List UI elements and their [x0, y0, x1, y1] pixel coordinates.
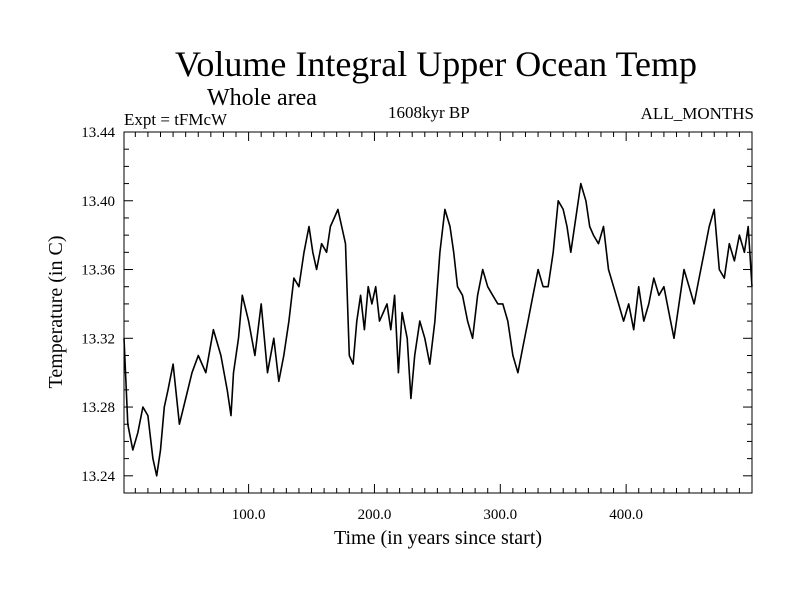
plot-frame: [123, 131, 753, 494]
months-label: ALL_MONTHS: [640, 104, 754, 123]
y-tick-label: 13.32: [81, 331, 115, 347]
chart-subtitle: Whole area: [207, 85, 317, 111]
y-tick-label: 13.24: [81, 469, 115, 485]
x-tick-label: 200.0: [358, 507, 392, 523]
series-line: [123, 182, 753, 477]
y-tick-label: 13.40: [81, 194, 115, 210]
x-axis-label: Time (in years since start): [334, 527, 542, 549]
y-axis: 13.24 13.28 13.32 13.36 13.40 13.44: [81, 125, 752, 485]
period-label: 1608kyr BP: [388, 103, 470, 122]
y-tick-label: 13.44: [81, 125, 115, 141]
x-axis: 100.0 200.0 300.0 400.0: [134, 132, 740, 523]
x-tick-label: 300.0: [483, 507, 517, 523]
x-tick-label: 100.0: [232, 507, 266, 523]
chart-title: Volume Integral Upper Ocean Temp: [175, 44, 697, 84]
y-tick-label: 13.36: [81, 263, 115, 279]
y-tick-label: 13.28: [81, 400, 115, 416]
x-tick-label: 400.0: [609, 507, 643, 523]
y-axis-label: Temperature (in C): [45, 236, 67, 389]
experiment-label: Expt = tFMcW: [124, 110, 228, 129]
